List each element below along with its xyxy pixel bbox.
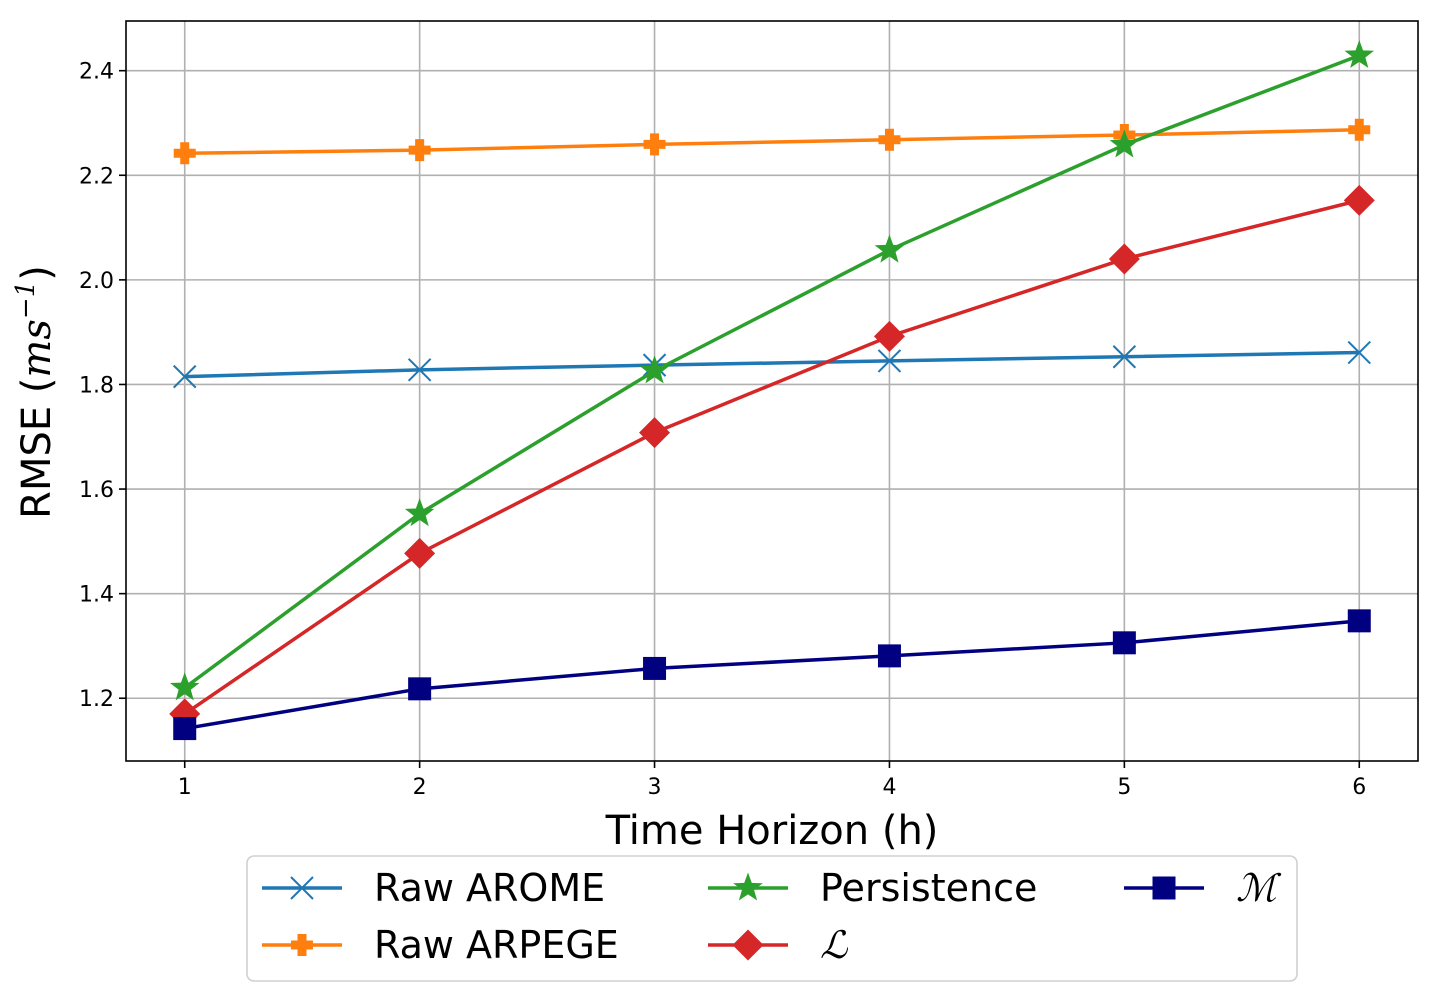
series-layer (169, 40, 1375, 741)
legend-entry: ℳ (1124, 866, 1282, 910)
data-point (408, 677, 432, 701)
data-point (407, 358, 432, 382)
legend-marker (733, 872, 763, 901)
data-point (1108, 243, 1140, 275)
data-point (173, 142, 196, 165)
data-point (1112, 631, 1136, 655)
data-point (874, 234, 905, 263)
series-line (184, 350, 1360, 379)
x-tick-label: 5 (1117, 775, 1131, 800)
x-axis-label: Time Horizon (h) (605, 808, 939, 854)
legend-marker (732, 929, 764, 961)
data-point (878, 128, 901, 151)
x-tick-label: 3 (648, 775, 662, 800)
legend-marker (290, 876, 314, 900)
marker-stroke (407, 358, 432, 382)
data-point (404, 498, 435, 527)
series-line (184, 128, 1360, 156)
data-point (643, 656, 667, 680)
data-point (1348, 118, 1371, 141)
marker-stroke (1347, 340, 1371, 365)
data-point (1347, 609, 1371, 633)
y-tick-label: 1.8 (79, 373, 114, 398)
marker-stroke (877, 349, 902, 373)
legend-label: Persistence (820, 866, 1037, 910)
marker-stroke (173, 364, 197, 389)
legend-entry: Raw ARPEGE (262, 923, 619, 967)
legend-label: ℒ (820, 923, 849, 967)
series-1 (173, 340, 1371, 389)
marker-stroke (290, 876, 314, 900)
legend-entry: Persistence (708, 866, 1037, 910)
legend-entry: ℒ (708, 923, 849, 967)
data-point (404, 537, 436, 569)
data-point (1347, 340, 1371, 365)
y-tick-label: 1.4 (79, 583, 114, 608)
marker-stroke (1112, 345, 1137, 369)
data-point (169, 672, 200, 701)
legend: Raw AROME Raw ARPEGE Persistence ℒ ℳ (246, 855, 1298, 982)
series-line (184, 619, 1360, 731)
legend-marker (291, 934, 313, 956)
data-point (873, 320, 905, 352)
data-point (1343, 184, 1375, 216)
series-3 (169, 40, 1375, 701)
y-tick-label: 1.6 (79, 478, 114, 503)
data-point (877, 349, 902, 373)
legend-label: ℳ (1236, 866, 1282, 910)
plot-frame (125, 20, 1419, 762)
data-point (1344, 40, 1375, 69)
y-tick-label: 2.4 (79, 60, 114, 85)
data-point (1112, 345, 1137, 369)
x-tick-label: 1 (178, 775, 192, 800)
y-tick-label: 2.2 (79, 164, 114, 189)
data-point (173, 364, 197, 389)
data-point (173, 717, 197, 741)
axis-ticks: 1 2 3 4 5 6 1.2 1.4 1.6 1.8 2.0 2.2 2.4 (79, 60, 1366, 800)
series-line (183, 53, 1360, 690)
legend-label: Raw AROME (374, 866, 605, 910)
x-tick-label: 2 (413, 775, 427, 800)
series-5 (173, 609, 1371, 741)
data-point (639, 417, 671, 449)
data-point (643, 133, 666, 156)
y-tick-label: 2.0 (79, 269, 114, 294)
y-axis-label: RMSE (ms−1) (11, 265, 60, 519)
data-point (1109, 129, 1140, 158)
data-point (877, 644, 901, 668)
legend-entry: Raw AROME (262, 866, 605, 910)
data-point (408, 139, 431, 162)
x-tick-label: 4 (882, 775, 896, 800)
series-line (183, 198, 1360, 716)
series-4 (169, 184, 1375, 730)
data-point (639, 355, 670, 384)
legend-label: Raw ARPEGE (374, 923, 619, 967)
y-tick-label: 1.2 (79, 687, 114, 712)
legend-marker (1152, 876, 1176, 900)
x-tick-label: 6 (1352, 775, 1366, 800)
legend-frame (246, 855, 1298, 982)
